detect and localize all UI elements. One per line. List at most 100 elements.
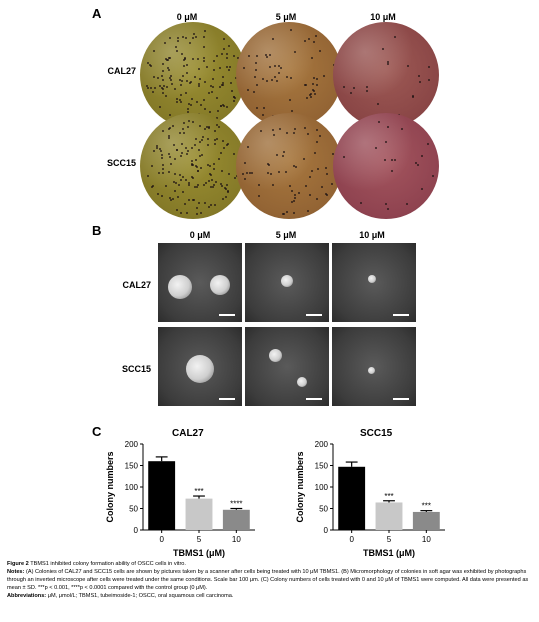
colony-speck <box>221 198 224 201</box>
colony-speck <box>243 66 246 69</box>
colony-speck <box>150 64 153 67</box>
colony-speck <box>162 84 165 87</box>
colony-speck <box>185 72 188 75</box>
caption-title-line: Figure 2 TBMS1 inhibited colony formatio… <box>7 560 532 568</box>
colony-speck <box>188 182 191 185</box>
bar <box>375 502 403 530</box>
micrograph-cal27-10um <box>332 243 416 322</box>
colony-speck <box>315 129 318 132</box>
colony-speck <box>303 157 306 160</box>
colony-speck <box>290 109 293 112</box>
colony-speck <box>152 150 155 153</box>
colony-speck <box>153 87 156 90</box>
x-tick-label: 0 <box>349 535 354 544</box>
colony-speck <box>204 181 207 184</box>
colony-speck <box>186 152 189 155</box>
colony-speck <box>169 126 172 129</box>
colony-speck <box>281 154 284 157</box>
colony-speck <box>262 77 265 80</box>
colony-speck <box>184 92 187 95</box>
colony-speck <box>180 100 183 103</box>
chart-scc15-title: SCC15 <box>360 428 393 439</box>
colony-speck <box>202 136 205 139</box>
colony-speck <box>179 79 182 82</box>
colony-speck <box>162 164 165 167</box>
colony-speck <box>222 38 225 41</box>
colony-speck <box>306 209 309 212</box>
colony-speck <box>180 155 183 158</box>
colony-speck <box>147 87 150 90</box>
colony-speck <box>212 60 215 63</box>
scale-bar <box>219 314 235 316</box>
colony-speck <box>274 75 277 78</box>
colony-speck <box>265 54 268 57</box>
colony-speck <box>275 80 278 83</box>
caption-figure-number: Figure 2 <box>7 561 29 567</box>
colony-speck <box>198 149 201 152</box>
colony-speck <box>226 106 229 109</box>
panel-a-col-0: 0 μM <box>176 12 198 22</box>
colony-speck <box>184 57 187 60</box>
colony-speck <box>293 211 296 214</box>
colony-speck <box>253 91 256 94</box>
colony-speck <box>182 36 185 39</box>
colony-speck <box>385 202 388 205</box>
colony-speck <box>185 147 188 150</box>
colony-speck <box>241 172 244 175</box>
colony-dish-cal27-0um <box>140 22 246 128</box>
colony-speck <box>147 174 150 177</box>
colony-speck <box>312 77 315 79</box>
colony-speck <box>199 78 202 81</box>
colony-speck <box>174 181 177 184</box>
colony-speck <box>148 63 151 66</box>
colony-speck <box>286 75 289 78</box>
colony-speck <box>168 156 171 159</box>
colony-speck <box>315 198 318 201</box>
colony-speck <box>206 126 209 129</box>
colony-speck <box>203 45 205 48</box>
colony-speck <box>308 194 311 197</box>
colony-speck <box>208 179 211 182</box>
colony-speck <box>272 38 275 41</box>
colony-speck <box>185 211 188 214</box>
bar <box>148 461 176 530</box>
colony-speck <box>419 81 422 84</box>
colony-speck <box>160 154 163 157</box>
panel-a-row-scc15: SCC15 <box>106 158 136 168</box>
colony-speck <box>191 176 194 179</box>
colony-speck <box>152 50 155 53</box>
bar <box>338 466 366 530</box>
colony-speck <box>158 84 161 87</box>
colony-speck <box>291 189 294 192</box>
colony-speck <box>188 184 191 187</box>
colony-speck <box>182 65 185 68</box>
colony-speck <box>215 181 218 184</box>
colony-speck <box>223 105 226 108</box>
colony-speck <box>195 206 198 209</box>
colony-speck <box>227 190 230 193</box>
colony-speck <box>261 113 264 116</box>
colony-speck <box>269 53 272 56</box>
significance-label: *** <box>194 487 203 496</box>
colony-speck <box>266 162 269 165</box>
colony-speck <box>307 133 310 136</box>
bar-chart-scc15: 0 50 100 150 200 Colony numbers 0 *** 5 *** 10 TBMS… <box>295 440 445 558</box>
y-tick-label: 0 <box>324 526 329 535</box>
colony-speck <box>208 125 211 128</box>
colony-speck <box>182 59 185 62</box>
colony-speck <box>209 165 212 168</box>
colony-speck <box>186 149 189 152</box>
colony-speck <box>175 100 178 103</box>
significance-label: *** <box>384 492 393 501</box>
caption-notes: Notes: (A) Colonies of CAL27 and SCC15 c… <box>7 568 532 592</box>
x-tick-label: 5 <box>197 535 202 544</box>
colony-speck <box>159 149 162 152</box>
colony-speck <box>377 120 380 123</box>
colony-speck <box>195 137 198 140</box>
y-tick-label: 0 <box>134 526 139 535</box>
colony-speck <box>325 172 328 175</box>
colony-speck <box>215 124 218 127</box>
colony-speck <box>190 81 193 84</box>
colony-speck <box>167 134 170 137</box>
colony-speck <box>427 143 430 146</box>
